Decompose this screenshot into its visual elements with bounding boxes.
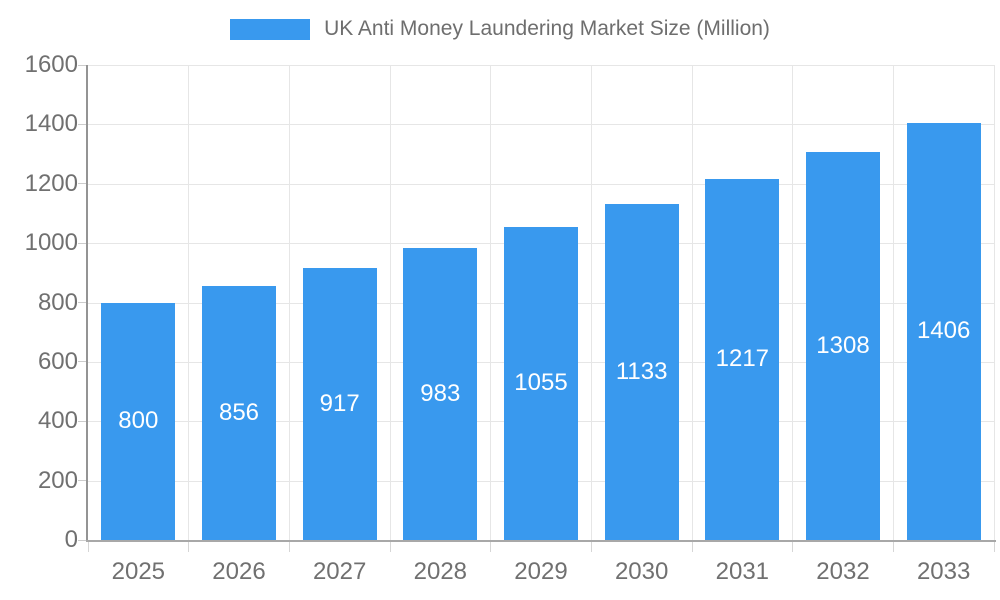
bar[interactable]: 917 — [302, 267, 377, 540]
y-axis-line — [86, 65, 88, 540]
gridline-horizontal — [88, 65, 994, 66]
gridline-vertical — [188, 65, 190, 540]
x-tick — [993, 542, 995, 552]
x-axis-label: 2026 — [212, 558, 266, 585]
x-axis-label: 2029 — [514, 558, 568, 585]
x-tick — [288, 542, 290, 552]
bar-value-label: 800 — [118, 407, 159, 435]
y-tick — [78, 183, 86, 185]
y-axis-label: 0 — [64, 526, 78, 553]
y-axis-label: 800 — [37, 288, 78, 316]
x-tick — [892, 542, 894, 552]
bar-value-label: 1217 — [715, 345, 770, 373]
bar-value-label: 856 — [218, 398, 260, 426]
x-axis-label: 2027 — [312, 558, 367, 585]
x-tick — [389, 542, 391, 552]
y-tick — [78, 123, 86, 125]
gridline-vertical — [288, 65, 290, 540]
y-tick — [78, 539, 86, 541]
bar[interactable]: 1133 — [604, 203, 679, 540]
legend: UK Anti Money Laundering Market Size (Mi… — [0, 17, 1000, 41]
x-axis-label: 2028 — [413, 558, 468, 585]
x-axis-label: 2025 — [111, 558, 166, 585]
bar-value-label: 1308 — [816, 331, 870, 359]
gridline-vertical — [892, 65, 894, 540]
legend-item[interactable]: UK Anti Money Laundering Market Size (Mi… — [230, 17, 770, 41]
y-axis-label: 400 — [37, 407, 78, 435]
bar-value-label: 917 — [319, 389, 360, 417]
gridline-horizontal — [88, 124, 994, 126]
bar-value-label: 1406 — [916, 317, 971, 345]
bar[interactable]: 1055 — [504, 226, 578, 540]
gridline-horizontal — [88, 183, 994, 185]
y-tick — [78, 420, 86, 422]
bar-value-label: 983 — [420, 380, 461, 408]
y-tick — [78, 64, 86, 66]
x-axis-label: 2032 — [816, 558, 870, 585]
legend-label: UK Anti Money Laundering Market Size (Mi… — [324, 17, 770, 40]
bar-value-label: 1055 — [514, 369, 568, 397]
y-axis-label: 1200 — [24, 169, 78, 197]
bar[interactable]: 1217 — [705, 178, 780, 540]
y-tick — [78, 480, 86, 482]
y-tick — [78, 302, 86, 303]
y-axis-label: 600 — [37, 347, 78, 375]
gridline-vertical — [389, 65, 391, 540]
bar[interactable]: 1406 — [906, 122, 981, 540]
y-tick — [78, 242, 86, 244]
x-tick — [691, 542, 693, 552]
legend-swatch-icon — [230, 18, 311, 40]
bar[interactable]: 856 — [202, 285, 276, 540]
gridline-vertical — [792, 65, 794, 540]
x-tick — [490, 542, 492, 552]
x-tick — [590, 542, 592, 552]
gridline-vertical — [490, 65, 492, 540]
y-axis-label: 1000 — [24, 229, 78, 257]
gridline-vertical — [590, 65, 592, 540]
plot-area: 800 856 917 983 1055 1133 1217 1308 1406 — [78, 64, 996, 552]
y-axis-label: 200 — [37, 466, 78, 494]
y-tick — [78, 361, 86, 363]
bar[interactable]: 1308 — [806, 151, 880, 540]
bar[interactable]: 800 — [101, 302, 176, 540]
y-axis-label: 1400 — [24, 110, 78, 138]
x-tick — [87, 542, 89, 552]
x-axis-label: 2031 — [715, 558, 770, 585]
x-axis-label: 2030 — [614, 558, 669, 585]
x-tick — [188, 542, 190, 552]
gridline-vertical — [691, 65, 693, 540]
bar-value-label: 1133 — [615, 357, 668, 385]
y-axis-label: 1600 — [24, 51, 78, 78]
x-axis-label: 2033 — [916, 558, 971, 585]
bar[interactable]: 983 — [403, 248, 478, 540]
gridline-vertical — [993, 65, 995, 540]
x-axis-line — [86, 540, 996, 542]
x-tick — [792, 542, 794, 552]
